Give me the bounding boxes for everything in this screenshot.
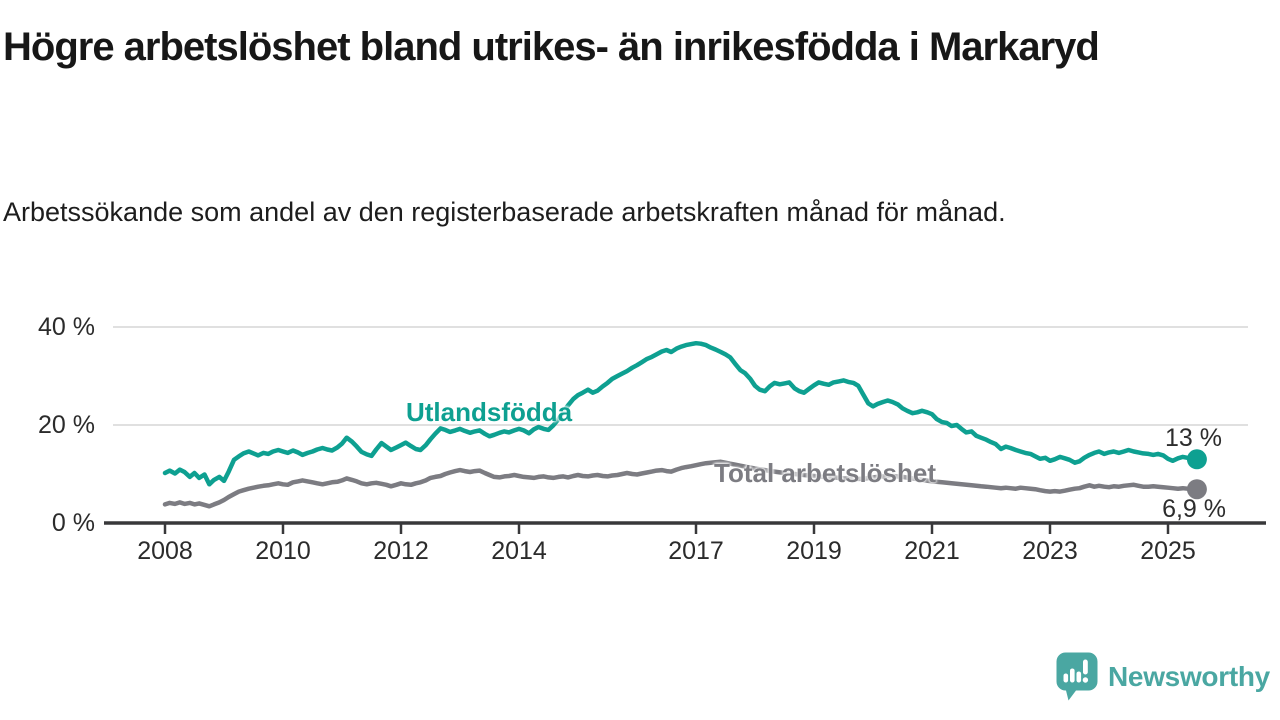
y-tick-label: 0 %	[51, 509, 95, 537]
x-tick-label: 2010	[255, 537, 311, 565]
series-end-dot	[1186, 449, 1207, 470]
x-tick-label: 2014	[491, 537, 547, 565]
end-value-label-total: 6,9 %	[1162, 495, 1226, 523]
x-tick-label: 2025	[1140, 537, 1196, 565]
series-line	[162, 459, 1200, 509]
end-value-label-utlandsfodda: 13 %	[1165, 424, 1222, 452]
series-line	[162, 340, 1200, 487]
series-label-total-arbetsloshet: Total arbetslöshet	[714, 458, 937, 488]
chart-title: Högre arbetslöshet bland utrikes- än inr…	[3, 25, 1100, 69]
x-tick-label: 2012	[373, 537, 429, 565]
newsworthy-logo-text: Newsworthy	[1108, 661, 1270, 692]
newsworthy-logo: Newsworthy	[1056, 652, 1270, 702]
x-tick-label: 2021	[904, 537, 960, 565]
series-end-dot	[1186, 479, 1207, 500]
y-tick-label: 20 %	[38, 411, 95, 439]
newsworthy-speech-bubble-chart-icon	[1056, 652, 1098, 701]
x-tick-label: 2019	[786, 537, 842, 565]
x-tick-label: 2017	[668, 537, 724, 565]
chart-subtitle: Arbetssökande som andel av den registerb…	[3, 197, 1006, 227]
y-tick-label: 40 %	[38, 313, 95, 341]
x-tick-label: 2023	[1022, 537, 1078, 565]
x-tick-label: 2008	[137, 537, 193, 565]
series-label-utlandsfodda: Utlandsfödda	[406, 397, 573, 427]
